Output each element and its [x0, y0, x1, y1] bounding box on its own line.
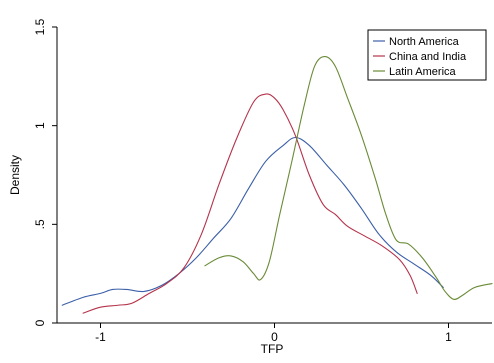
y-axis-title: Density — [8, 155, 22, 195]
legend-box — [367, 29, 487, 81]
x-tick-label-1: 0 — [271, 330, 278, 344]
legend-label-latin-america: Latin America — [389, 66, 457, 78]
y-tick-label-1: .5 — [33, 219, 47, 229]
series-line-china-and-india — [82, 93, 418, 314]
x-tick-label-0: -1 — [95, 330, 106, 344]
legend-label-china-and-india: China and India — [389, 51, 467, 63]
y-tick-label-2: 1 — [33, 122, 47, 129]
y-tick-label-0: 0 — [33, 319, 47, 326]
series-lines — [61, 56, 493, 314]
x-axis-title: TFP — [261, 342, 284, 356]
legend: North America China and India Latin Amer… — [367, 29, 487, 81]
legend-label-north-america: North America — [389, 36, 460, 48]
series-line-north-america — [61, 136, 444, 306]
series-line-latin-america — [204, 56, 493, 300]
x-tick-label-2: 1 — [445, 330, 452, 344]
y-ticks: 0 .5 1 1.5 — [33, 18, 57, 326]
x-ticks: -1 0 1 — [95, 323, 452, 344]
y-tick-label-3: 1.5 — [33, 18, 47, 35]
